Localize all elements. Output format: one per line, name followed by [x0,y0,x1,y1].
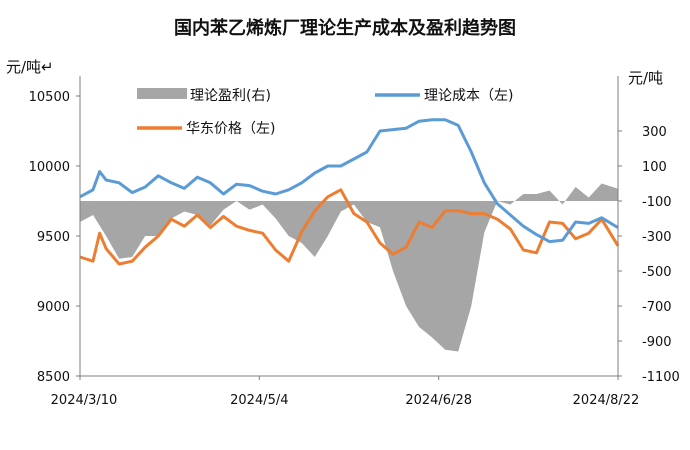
y-right-tick-label: -500 [642,265,672,280]
axes: 10500 10000 9500 9000 8500 300 100 -100 -300 -500… [29,76,680,408]
y-right-tick-label: -700 [642,300,672,315]
y-right-tick-label: 300 [642,125,667,140]
y-left-tick-label: 10500 [29,90,70,105]
x-tick-label: 2024/6/28 [405,393,472,408]
y-right-tick-label: -900 [642,335,672,350]
y-right-tick-label: -100 [642,195,672,210]
cost-line [79,118,619,244]
y-left-tick-label: 9500 [37,230,70,245]
legend-swatch-profit [137,88,187,99]
right-axis-unit: 元/吨 [628,69,663,87]
x-tick-label: 2024/8/22 [573,393,640,408]
plot-area [79,118,620,352]
y-right-tick-label: -300 [642,230,672,245]
x-tick-label: 2024/3/10 [51,393,118,408]
price-line [79,188,620,266]
y-left-tick-label: 9000 [37,300,70,315]
y-left-tick-label: 10000 [29,160,70,175]
x-tick-label: 2024/5/4 [230,393,288,408]
left-axis-unit: 元/吨↵ [6,58,54,76]
legend: 理论盈利(右) 理论成本（左) 华东价格（左) [137,88,513,137]
legend-label-price: 华东价格（左) [186,121,275,137]
chart-title: 国内苯乙烯炼厂理论生产成本及盈利趋势图 [174,17,516,39]
y-left-tick-label: 8500 [37,370,70,385]
legend-label-profit: 理论盈利(右) [190,88,271,104]
profit-area [80,183,618,352]
legend-label-cost: 理论成本（左) [424,88,513,104]
y-right-tick-label: 100 [642,160,667,175]
y-right-tick-label: -1100 [642,370,680,385]
